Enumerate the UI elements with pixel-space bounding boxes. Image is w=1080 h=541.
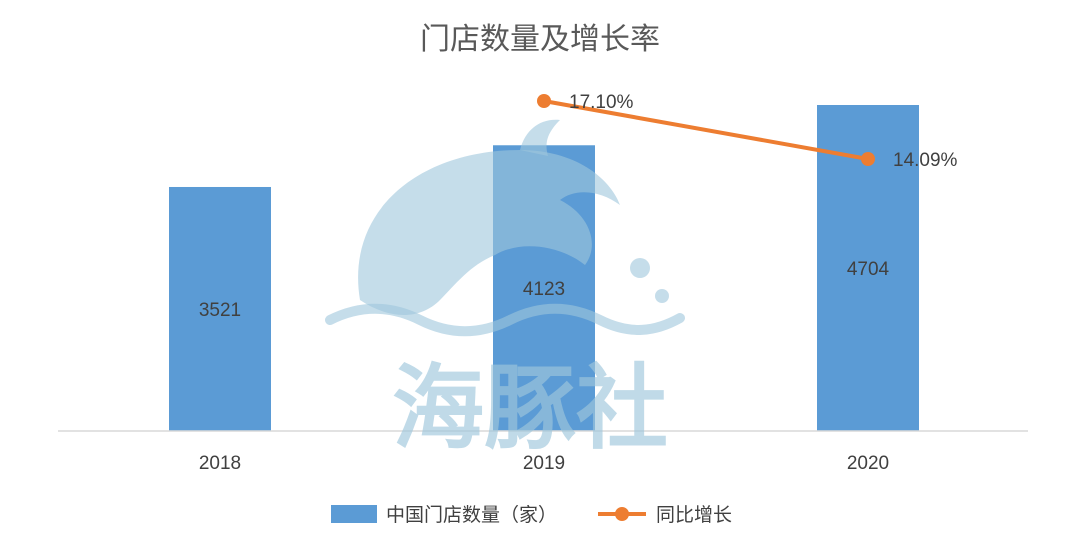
growth-line — [543, 99, 869, 161]
x-tick-label: 2019 — [523, 453, 565, 474]
watermark-wave — [325, 303, 685, 337]
x-tick-label: 2020 — [847, 453, 889, 474]
legend-label-bars: 中国门店数量（家） — [386, 504, 557, 526]
watermark-drop — [655, 289, 669, 303]
bar-value-label: 4123 — [523, 279, 565, 300]
bar-value-labels: 3521 4123 4704 — [199, 259, 890, 321]
chart-title: 门店数量及增长率 — [420, 22, 660, 57]
growth-line-markers — [537, 94, 875, 166]
x-tick-label: 2018 — [199, 453, 241, 474]
legend-swatch-bars — [331, 505, 377, 523]
watermark-dolphin-fin — [520, 119, 560, 156]
legend-swatch-marker — [615, 507, 629, 521]
watermark-dolphin-body — [358, 150, 620, 315]
line-point-2019 — [537, 94, 551, 108]
watermark-text: 海豚社 — [392, 355, 668, 462]
line-point-2020 — [861, 152, 875, 166]
watermark-logo: 海豚社 — [325, 119, 685, 462]
line-value-label: 17.10% — [569, 92, 634, 113]
legend: 中国门店数量（家） 同比增长 — [331, 504, 732, 526]
x-axis-ticks: 2018 2019 2020 — [199, 453, 889, 474]
growth-line-labels: 17.10% 14.09% — [569, 92, 958, 171]
bar-value-label: 3521 — [199, 300, 241, 321]
bar-2018 — [169, 186, 271, 431]
bar-value-label: 4704 — [847, 259, 890, 280]
watermark-drop — [630, 258, 650, 278]
line-value-label: 14.09% — [893, 150, 958, 171]
legend-label-line: 同比增长 — [656, 504, 732, 526]
